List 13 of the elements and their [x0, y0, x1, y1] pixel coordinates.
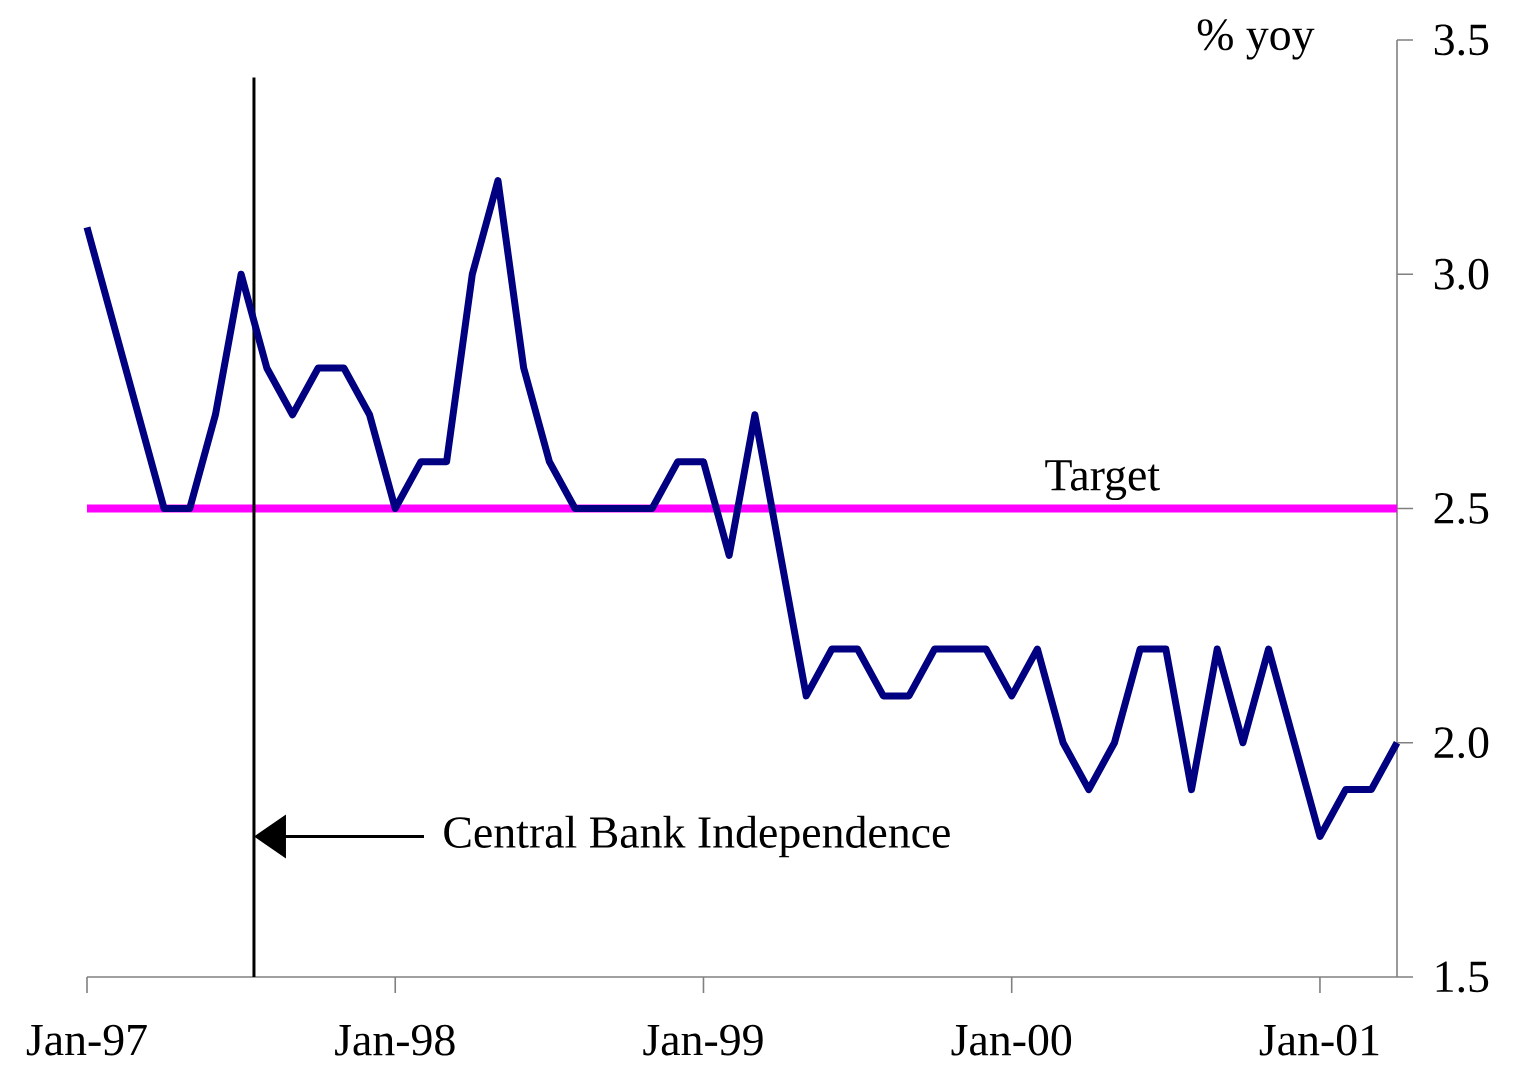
y-tick-label: 2.0: [1434, 727, 1489, 759]
x-tick-label: Jan-00: [951, 1024, 1072, 1056]
y-tick-label: 2.5: [1434, 493, 1489, 524]
y-tick-label: 1.5: [1436, 961, 1489, 993]
x-tick-label: Jan-98: [335, 1024, 455, 1056]
ref-line-label: Central Bank Independence: [444, 815, 950, 858]
x-tick-label: Jan-97: [26, 1024, 147, 1056]
ref-line-label: Target: [1045, 460, 1160, 501]
x-tick-label: Jan-01: [1259, 1024, 1379, 1056]
y-tick-label: 3.0: [1434, 258, 1489, 290]
y-tick-label: 3.5: [1434, 24, 1489, 56]
x-tick-label: Jan-99: [643, 1024, 763, 1056]
y-axis-title: % yoy: [1197, 19, 1315, 60]
